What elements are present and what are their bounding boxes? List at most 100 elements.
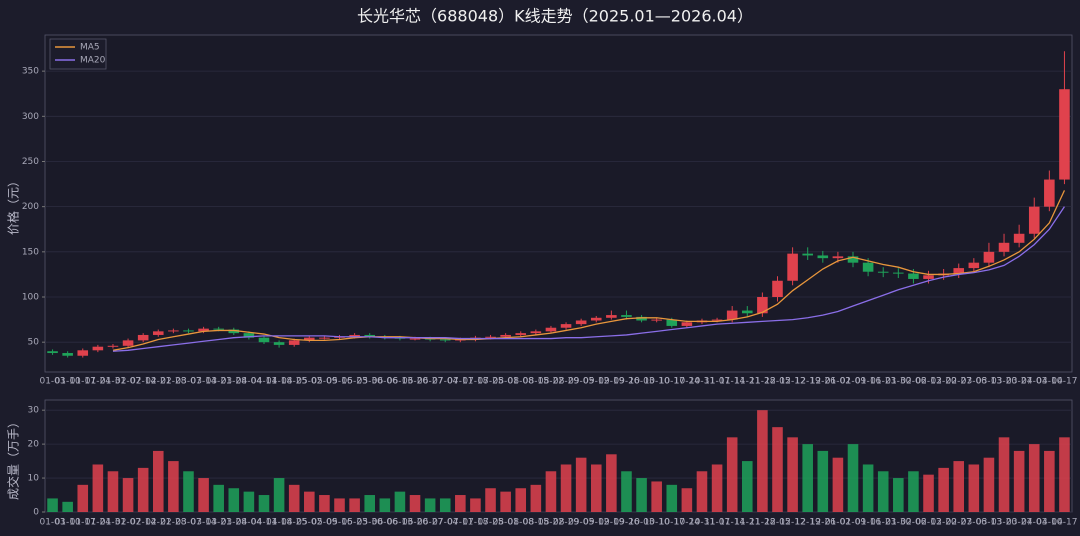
x-tick-label: 03-20 [991,377,1017,387]
candle-body [666,319,678,326]
volume-bar [228,488,240,512]
volume-bar [726,437,738,512]
x-tick-label: 01-31 [100,518,126,528]
volume-bar [938,467,949,512]
volume-bar [530,484,542,512]
volume-bar [606,454,617,512]
volume-bar [394,491,406,512]
x-tick-label: 07-11 [447,377,473,387]
candle-body [1028,206,1040,234]
candle-body [1013,233,1025,243]
x-tick-label: 08-08 [508,518,534,528]
volume-bar [772,427,783,512]
candle-body [681,322,693,326]
candle-body [953,268,965,274]
x-tick-label: 02-13 [915,377,941,387]
x-tick-label: 02-27 [946,518,972,528]
x-tick-label: 03-13 [976,518,1002,528]
volume-bar [439,498,451,512]
y-axis-label: 价格（元） [6,175,21,235]
candle-body [847,256,859,263]
x-tick-label: 12-26 [810,518,836,528]
volume-bar [651,481,662,512]
x-tick-label: 04-11 [251,377,277,387]
x-tick-label: 09-19 [598,518,624,528]
x-tick-label: 07-04 [432,518,458,528]
candle-body [923,275,934,279]
x-tick-label: 04-03 [1021,377,1047,387]
candle-body [107,345,119,347]
volume-bar [319,495,330,512]
candle-body [183,330,194,332]
volume-bar [485,488,496,512]
candle-body [711,319,723,321]
x-tick-label: 05-23 [342,518,368,528]
candle-body [485,336,496,338]
x-tick-label: 04-18 [266,518,292,528]
volume-bar [590,464,602,512]
candle-body [817,255,829,259]
volume-bar [515,488,527,512]
x-tick-label: 02-07 [115,377,141,387]
x-tick-label: 01-02 [825,518,851,528]
volume-bar [107,471,119,512]
volume-bar [893,478,904,512]
x-tick-label: 01-09 [840,377,866,387]
x-tick-label: 02-07 [115,518,141,528]
x-tick-label: 04-25 [281,518,307,528]
volume-bar [243,491,255,512]
x-tick-label: 07-25 [477,518,503,528]
x-tick-label: 01-16 [855,377,881,387]
volume-bar [379,498,391,512]
candle-body [304,337,315,341]
candle-body [273,342,285,345]
volume-bar [847,444,859,512]
volume-bar [998,437,1010,512]
x-tick-label: 01-23 [870,518,896,528]
volume-axis-label: 成交量（万手） [6,416,21,500]
volume-bar [621,471,632,512]
candle-body [742,310,753,314]
x-tick-label: 09-05 [568,518,594,528]
x-tick-label: 08-01 [493,377,519,387]
x-tick-label: 04-17 [1051,377,1077,387]
candle-body [651,319,662,321]
x-tick-label: 08-01 [493,518,519,528]
x-tick-label: 06-06 [372,377,398,387]
x-tick-label: 12-05 [764,377,790,387]
volume-bar [787,437,798,512]
candle-body [787,253,798,281]
candle-body [77,350,89,356]
x-tick-label: 05-02 [296,377,322,387]
x-tick-label: 06-13 [387,377,413,387]
candle-body [243,333,255,338]
x-tick-label: 07-18 [462,518,488,528]
x-tick-label: 01-09 [840,518,866,528]
volume-tick-label: 0 [33,508,39,518]
volume-bar [908,471,919,512]
x-tick-label: 08-22 [538,518,564,528]
volume-bar [168,461,179,512]
x-tick-label: 03-21 [206,377,232,387]
candle-body [288,340,300,345]
x-tick-label: 03-07 [175,518,201,528]
candle-body [168,330,179,332]
volume-bar [983,457,995,512]
x-tick-label: 10-17 [659,518,685,528]
x-tick-label: 05-16 [326,377,352,387]
x-tick-label: 10-03 [628,377,654,387]
x-tick-label: 03-06 [961,377,987,387]
volume-bar [288,484,300,512]
x-tick-label: 01-02 [825,377,851,387]
candle-body [92,346,104,351]
candle-body [409,338,421,340]
volume-tick-label: 10 [28,474,40,484]
y-tick-label: 250 [22,157,39,167]
volume-bar [334,498,345,512]
x-tick-label: 01-24 [85,518,111,528]
x-tick-label: 02-21 [145,518,171,528]
legend-label: MA20 [80,56,106,66]
x-tick-label: 04-11 [251,518,277,528]
